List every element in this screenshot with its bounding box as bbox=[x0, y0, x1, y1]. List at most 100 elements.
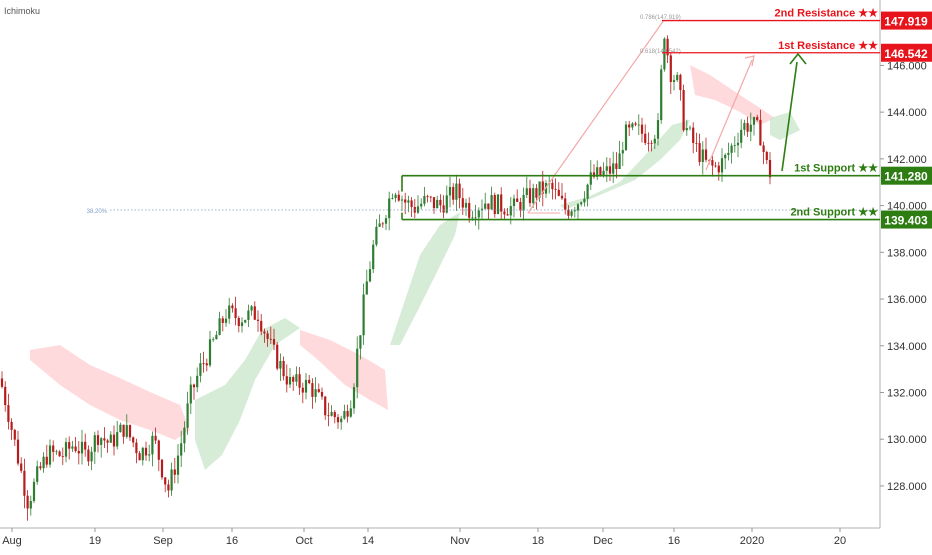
level-label-s2: 2nd Support ★★ bbox=[790, 207, 878, 219]
candle-body bbox=[458, 183, 461, 199]
candle-body bbox=[714, 165, 717, 167]
candle-body bbox=[346, 410, 349, 417]
candle-body bbox=[736, 142, 740, 146]
candle-body bbox=[103, 438, 106, 441]
candle-body bbox=[183, 427, 186, 444]
candle-body bbox=[394, 194, 397, 199]
candle-body bbox=[711, 160, 714, 166]
candle-body bbox=[388, 198, 391, 219]
candle-body bbox=[752, 117, 756, 125]
candle-body bbox=[516, 198, 519, 202]
candle-body bbox=[676, 74, 679, 81]
candle-body bbox=[240, 322, 244, 327]
candle-body bbox=[154, 435, 157, 441]
price-value-s2: 139.403 bbox=[884, 214, 928, 228]
candle-body bbox=[202, 363, 205, 364]
candle-body bbox=[592, 172, 596, 177]
y-tick-label: 142.000 bbox=[887, 154, 927, 166]
candle-body bbox=[119, 424, 122, 433]
candle-body bbox=[762, 145, 765, 153]
candle-body bbox=[746, 123, 749, 132]
candle-body bbox=[640, 124, 644, 134]
x-tick-label: 20 bbox=[834, 535, 846, 547]
ichimoku-cloud bbox=[195, 318, 300, 470]
candle-body bbox=[100, 438, 103, 445]
candle-body bbox=[13, 429, 16, 440]
candle-body bbox=[199, 363, 202, 376]
x-tick-label: 19 bbox=[89, 535, 101, 547]
x-axis-ticks: Aug 19 Sep 16 Oct 14 Nov 18 Dec 16 2020 20 bbox=[2, 528, 846, 547]
x-tick-label: 18 bbox=[532, 535, 544, 547]
candle-body bbox=[80, 441, 84, 454]
candle-body bbox=[512, 198, 516, 207]
price-box-r2 bbox=[881, 11, 932, 30]
candle-body bbox=[87, 449, 90, 462]
candle-body bbox=[39, 466, 42, 469]
candle-body bbox=[96, 435, 100, 445]
candle-body bbox=[663, 38, 666, 70]
candle-body bbox=[295, 374, 298, 382]
candle-body bbox=[215, 334, 218, 340]
candle-body bbox=[106, 440, 109, 443]
candle-body bbox=[109, 434, 112, 443]
candle-body bbox=[266, 333, 269, 339]
candle-body bbox=[221, 318, 224, 323]
candle-body bbox=[125, 425, 128, 437]
candle-body bbox=[29, 500, 32, 509]
candle-body bbox=[727, 152, 730, 155]
candle-body bbox=[4, 386, 7, 406]
x-tick-label: Nov bbox=[450, 535, 470, 547]
candle-body bbox=[288, 377, 292, 385]
candle-body bbox=[570, 211, 573, 216]
candle-body bbox=[192, 384, 196, 388]
candle-body bbox=[442, 205, 445, 213]
candle-body bbox=[653, 138, 656, 144]
candle-body bbox=[500, 194, 503, 212]
candle-body bbox=[0, 378, 4, 387]
candle-body bbox=[400, 199, 404, 201]
target-arrow-line bbox=[781, 61, 798, 172]
candle-body bbox=[186, 403, 189, 428]
ichimoku-cloud bbox=[560, 120, 690, 210]
candle-body bbox=[551, 182, 554, 190]
candle-body bbox=[298, 374, 301, 388]
candle-body bbox=[679, 74, 682, 91]
candle-body bbox=[432, 197, 436, 209]
candle-body bbox=[276, 344, 279, 369]
candle-body bbox=[164, 477, 167, 485]
candle-body bbox=[151, 435, 154, 455]
candle-body bbox=[212, 339, 215, 341]
y-tick-label: 132.000 bbox=[887, 387, 927, 399]
candle-body bbox=[32, 481, 36, 501]
y-tick-label: 136.000 bbox=[887, 294, 927, 306]
candle-body bbox=[205, 363, 208, 366]
ichimoku-cloud bbox=[390, 212, 460, 345]
x-tick-label: 16 bbox=[668, 535, 680, 547]
candle-body bbox=[173, 469, 176, 475]
candle-body bbox=[196, 375, 199, 388]
candle-body bbox=[224, 318, 228, 323]
candle-body bbox=[701, 149, 704, 163]
candle-body bbox=[90, 451, 93, 462]
candle-body bbox=[250, 306, 253, 311]
candle-body bbox=[55, 451, 58, 453]
candle-body bbox=[602, 170, 605, 176]
candle-body bbox=[695, 142, 698, 144]
candle-body bbox=[301, 387, 304, 393]
candle-body bbox=[336, 417, 340, 423]
candle-body bbox=[410, 200, 413, 207]
candle-body bbox=[493, 195, 496, 214]
candle-body bbox=[628, 124, 631, 128]
candle-body bbox=[519, 201, 522, 211]
candle-body bbox=[368, 269, 372, 282]
candle-body bbox=[560, 195, 564, 199]
candles bbox=[0, 35, 772, 521]
fib-0618-label: 0.618(146.542) bbox=[640, 49, 681, 55]
candle-body bbox=[426, 195, 429, 197]
candle-body bbox=[282, 360, 285, 377]
candle-body bbox=[624, 124, 628, 151]
candle-body bbox=[36, 466, 39, 482]
candle-body bbox=[420, 203, 423, 207]
